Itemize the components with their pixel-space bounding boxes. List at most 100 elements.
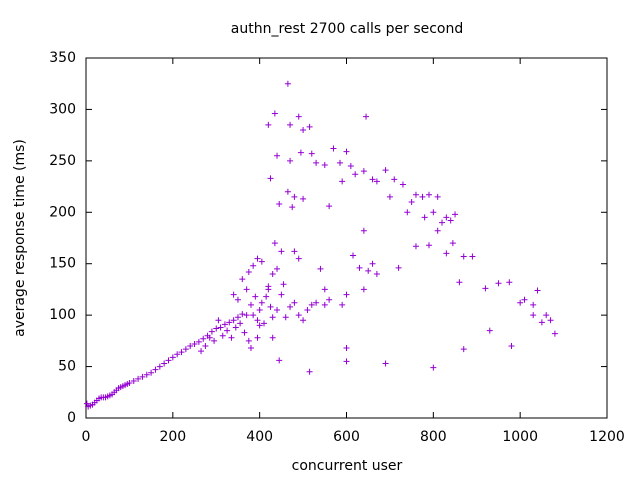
data-point xyxy=(373,178,380,185)
data-point xyxy=(195,338,202,345)
data-point xyxy=(287,157,294,164)
data-point xyxy=(434,193,441,200)
data-point xyxy=(152,366,159,373)
data-point xyxy=(247,301,254,308)
y-tick-label: 200 xyxy=(49,204,76,220)
data-point xyxy=(352,171,359,178)
data-point xyxy=(391,176,398,183)
data-point xyxy=(230,317,237,324)
data-point xyxy=(339,301,346,308)
data-point xyxy=(291,299,298,306)
data-point xyxy=(143,371,150,378)
data-point xyxy=(278,291,285,298)
data-point xyxy=(300,195,307,202)
data-point xyxy=(530,301,537,308)
data-point xyxy=(321,161,328,168)
y-tick-label: 50 xyxy=(58,359,76,375)
data-point xyxy=(313,299,320,306)
data-point xyxy=(517,299,524,306)
data-point xyxy=(295,255,302,262)
data-point xyxy=(339,178,346,185)
data-point xyxy=(250,262,257,269)
data-point xyxy=(267,303,274,310)
data-point xyxy=(482,285,489,292)
data-point xyxy=(258,299,265,306)
data-point xyxy=(547,317,554,324)
data-point xyxy=(269,314,276,321)
data-point xyxy=(282,314,289,321)
data-point xyxy=(360,286,367,293)
data-point xyxy=(284,188,291,195)
x-axis-label: concurrent user xyxy=(292,458,403,474)
data-point xyxy=(217,324,224,331)
data-point xyxy=(280,281,287,288)
data-point xyxy=(382,360,389,367)
data-point xyxy=(447,217,454,224)
data-point xyxy=(543,312,550,319)
data-point xyxy=(419,193,426,200)
data-point xyxy=(237,320,244,327)
data-point xyxy=(156,363,163,370)
data-point xyxy=(321,301,328,308)
data-point xyxy=(263,293,270,300)
data-point xyxy=(254,317,261,324)
data-point xyxy=(421,214,428,221)
data-point xyxy=(226,319,233,326)
data-point xyxy=(291,193,298,200)
data-point xyxy=(530,312,537,319)
data-point xyxy=(365,267,372,274)
x-tick-label: 400 xyxy=(246,429,273,445)
data-point xyxy=(321,286,328,293)
data-point xyxy=(408,199,415,205)
data-point xyxy=(219,332,226,339)
data-point xyxy=(287,121,294,128)
data-point xyxy=(215,317,222,324)
data-point xyxy=(241,329,248,336)
data-point xyxy=(404,209,411,216)
data-point xyxy=(350,252,357,259)
data-point xyxy=(456,279,463,286)
data-point xyxy=(243,286,250,293)
data-point xyxy=(382,167,389,174)
data-point xyxy=(295,113,302,120)
data-point xyxy=(191,340,198,347)
data-point xyxy=(182,346,189,353)
data-point xyxy=(135,375,142,382)
data-point xyxy=(274,152,281,159)
data-point xyxy=(187,343,194,349)
data-point xyxy=(265,121,272,128)
data-point xyxy=(258,258,265,265)
data-point xyxy=(308,150,315,157)
data-point xyxy=(347,163,354,169)
data-point xyxy=(254,334,261,341)
data-point xyxy=(274,265,281,272)
data-point xyxy=(243,312,250,319)
data-point xyxy=(412,243,419,250)
data-point xyxy=(208,328,215,335)
y-tick-label: 0 xyxy=(67,410,76,426)
data-point xyxy=(399,181,406,188)
x-tick-label: 1000 xyxy=(502,429,538,445)
data-point xyxy=(430,364,437,371)
data-point xyxy=(313,159,320,166)
data-point xyxy=(247,345,254,352)
data-point xyxy=(430,209,437,216)
data-point xyxy=(425,191,432,198)
y-tick-label: 250 xyxy=(49,153,76,169)
data-point xyxy=(252,293,259,300)
data-point xyxy=(425,242,432,249)
data-point xyxy=(495,280,502,287)
data-point xyxy=(267,175,274,182)
data-point xyxy=(261,320,268,327)
data-point xyxy=(206,334,213,341)
data-point xyxy=(234,314,241,321)
data-point xyxy=(386,193,393,200)
data-point xyxy=(169,354,176,361)
data-point xyxy=(336,159,343,166)
data-point xyxy=(449,240,456,247)
data-point xyxy=(271,240,278,247)
data-point xyxy=(460,253,467,260)
data-point xyxy=(343,345,350,352)
data-point xyxy=(200,335,207,342)
